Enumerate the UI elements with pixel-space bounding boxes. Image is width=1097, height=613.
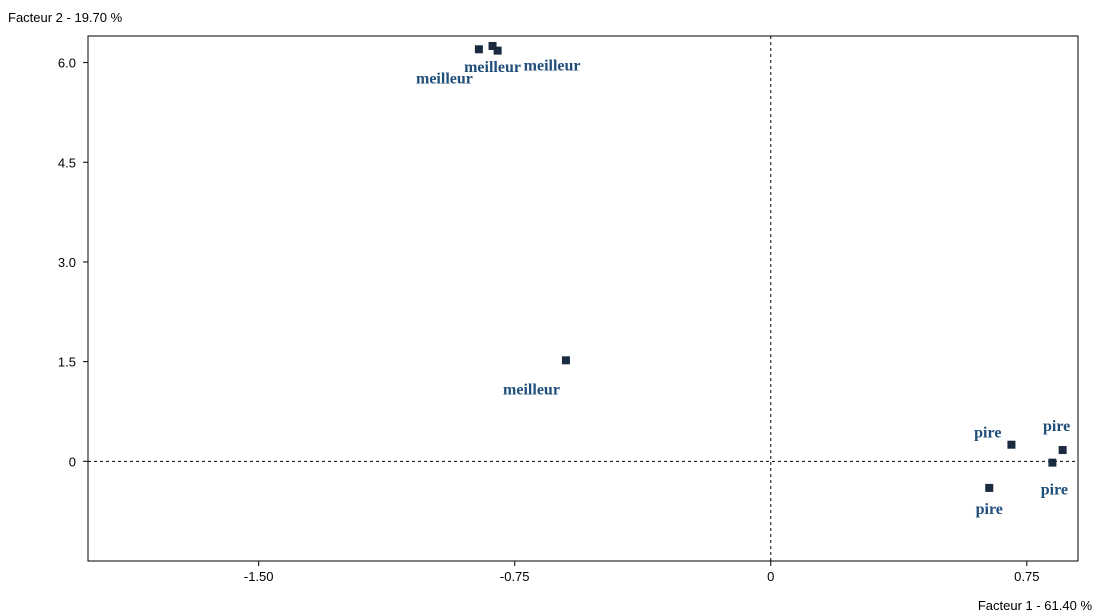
scatter-point xyxy=(474,45,483,54)
x-axis-ticks: -1.50 -0.75 0 0.75 xyxy=(244,561,1039,584)
y-tick-label: 6.0 xyxy=(58,56,76,71)
reference-lines xyxy=(88,36,1078,561)
point-label: pire xyxy=(1041,482,1068,499)
x-tick-label: -1.50 xyxy=(244,569,274,584)
y-tick-label: 4.5 xyxy=(58,155,76,170)
point-label: pire xyxy=(976,501,1003,518)
plot-frame xyxy=(87,35,1079,562)
x-tick-label: 0.75 xyxy=(1014,569,1039,584)
point-label: meilleur xyxy=(503,381,560,398)
x-tick-label: -0.75 xyxy=(500,569,530,584)
point-label: meilleur xyxy=(524,58,581,75)
point-label: meilleur xyxy=(464,59,521,76)
y-tick-label: 3.0 xyxy=(58,255,76,270)
point-label: meilleur xyxy=(416,70,473,87)
x-axis-title: Facteur 1 - 61.40 % xyxy=(978,598,1093,613)
scatter-point xyxy=(1048,458,1057,467)
scatter-point xyxy=(985,483,994,492)
point-label: pire xyxy=(974,425,1001,442)
scatter-point xyxy=(493,46,502,55)
y-axis-title: Facteur 2 - 19.70 % xyxy=(8,10,123,25)
scatter-point xyxy=(488,41,497,50)
y-tick-label: 0 xyxy=(69,454,76,469)
scatter-point xyxy=(1058,446,1067,455)
y-axis-ticks: 0 1.5 3.0 4.5 6.0 xyxy=(58,56,88,469)
y-tick-label: 1.5 xyxy=(58,355,76,370)
point-label: pire xyxy=(1043,418,1070,435)
scatter-point xyxy=(1007,440,1016,449)
scatter-point xyxy=(561,356,570,365)
x-tick-label: 0 xyxy=(767,569,774,584)
